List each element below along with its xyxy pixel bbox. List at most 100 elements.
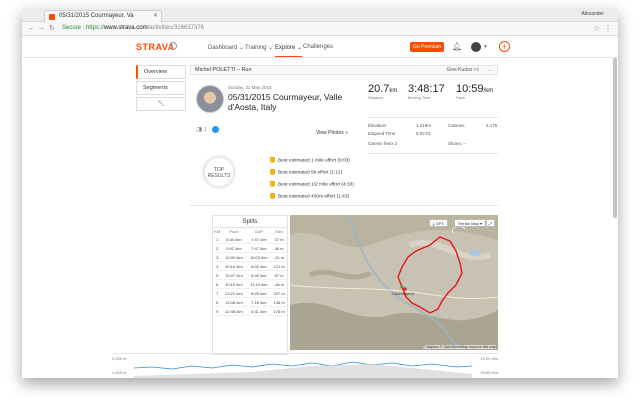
split-elev: -21 m xyxy=(271,252,287,262)
url-scheme: https:// xyxy=(85,25,104,31)
title-bar: 05/31/2015 Courmayeur, Va ✕ Alexander xyxy=(22,8,618,22)
map-canvas xyxy=(290,215,498,350)
activity-title: 05/31/2015 Courmayeur, Valle d'Aosta, It… xyxy=(228,92,343,112)
nav-explore[interactable]: Explore ⌄ xyxy=(275,44,303,57)
more-actions-icon[interactable]: … xyxy=(487,67,493,73)
table-row[interactable]: 5 10:07 /km 8:49 /km 87 m xyxy=(213,270,287,280)
route-map[interactable]: ⤓ GPX Terrain Map ▾ ⤢ Courmayeur © Mapbo… xyxy=(290,215,498,350)
user-avatar[interactable] xyxy=(471,42,481,52)
elevation-plot xyxy=(133,361,473,378)
give-kudos-button[interactable]: Give Kudos 👍︎ xyxy=(446,67,479,73)
pace-y-bottom-label: 20:00 /km xyxy=(480,370,498,375)
page-scrollbar[interactable] xyxy=(613,58,617,218)
distance-unit: km xyxy=(389,88,398,94)
view-photos-link[interactable]: View Photos » xyxy=(316,130,348,136)
back-icon[interactable]: ← xyxy=(28,25,35,32)
browser-user[interactable]: Alexander xyxy=(581,11,604,17)
pace-value: 10:59 xyxy=(456,83,484,95)
table-row[interactable]: 8 13:08 /km 7:18 /km 138 m xyxy=(213,297,287,307)
result-item[interactable]: Best estimated 1/2 mile effort (4:33) xyxy=(270,181,354,187)
table-row[interactable]: 9 12:48 /km 6:31 /km 178 m xyxy=(213,306,287,316)
split-pace: 10:00 /km xyxy=(221,252,247,262)
split-gap: 10:03 /km xyxy=(246,252,272,262)
url-field[interactable]: Secure | https://www.strava.com/activiti… xyxy=(62,25,204,31)
table-row[interactable]: 1 8:44 /km 7:47 /km 37 m xyxy=(213,235,287,244)
split-pace: 10:15 /km xyxy=(221,279,247,289)
split-gap: 7:47 /km xyxy=(246,235,272,244)
wrench-icon[interactable]: 🔧︎ xyxy=(136,97,186,111)
split-gap: 7:47 /km xyxy=(246,243,272,253)
notifications-bell-icon[interactable]: 🔔︎ xyxy=(452,42,463,51)
split-elev: 121 m xyxy=(271,261,287,271)
medal-icon xyxy=(270,157,275,163)
map-type-dropdown[interactable]: Terrain Map ▾ xyxy=(453,219,486,227)
elevation-value: 1,216m xyxy=(416,123,432,128)
close-tab-icon[interactable]: ✕ xyxy=(152,13,158,19)
split-km: 2 xyxy=(213,243,222,253)
table-row[interactable]: 4 10:16 /km 8:02 /km 121 m xyxy=(213,261,287,271)
result-item[interactable]: Best estimated 1 mile effort (9:03) xyxy=(270,157,350,163)
nav-training-label: Training xyxy=(245,45,267,51)
split-pace: 10:07 /km xyxy=(221,270,247,280)
splits-title: Splits xyxy=(213,216,287,228)
browser-tab[interactable]: 05/31/2015 Courmayeur, Va ✕ xyxy=(44,10,162,22)
gpx-icon: ⤓ xyxy=(432,221,435,226)
split-pace: 10:16 /km xyxy=(221,261,247,271)
split-elev: 37 m xyxy=(271,235,287,244)
url-path: /activities/316637376 xyxy=(147,25,204,31)
map-credit[interactable]: © Mapbox © OpenStreetMap Improve this ma… xyxy=(422,345,496,349)
split-gap: 11:15 /km xyxy=(246,279,272,289)
sidebar-item-overview[interactable]: Overview xyxy=(136,65,186,79)
bookmark-star-icon[interactable]: ☆ xyxy=(592,24,600,33)
pace-y-top-label: 10:00 /km xyxy=(480,356,498,361)
split-pace: 8:44 /km xyxy=(221,235,247,244)
activity-header: Michel POLETTI – Run Give Kudos 👍︎ … xyxy=(190,65,498,75)
sidebar-item-segments[interactable]: Segments xyxy=(136,81,186,95)
table-row[interactable]: 6 10:15 /km 11:15 /km -46 m xyxy=(213,279,287,289)
nav-challenges[interactable]: Challenges xyxy=(303,44,333,50)
map-type-label: Terrain Map xyxy=(457,221,479,226)
map-town-label: Courmayeur xyxy=(392,291,415,296)
reload-icon[interactable]: ↻ xyxy=(49,25,55,32)
nav-explore-label: Explore xyxy=(275,45,296,51)
go-premium-button[interactable]: Go Premium xyxy=(410,42,444,52)
top-results-label-2: RESULTS xyxy=(207,173,231,179)
activity-sidebar: Overview Segments 🔧︎ xyxy=(136,65,186,113)
medal-icon xyxy=(270,181,275,187)
nav-training[interactable]: Training ⌄ xyxy=(245,45,274,51)
search-icon[interactable] xyxy=(169,42,177,50)
table-row[interactable]: 7 13:22 /km 8:29 /km 207 m xyxy=(213,288,287,298)
pace-unit: /km xyxy=(483,88,494,94)
result-item[interactable]: Best estimated 5k effort (1:12) xyxy=(270,169,342,175)
kudos-count[interactable]: 👥︎ 1 xyxy=(196,127,207,133)
split-elev: 46 m xyxy=(271,243,287,253)
site-header: STRAVA Dashboard ⌄ Training ⌄ Explore ⌄ … xyxy=(22,36,618,58)
nav-dashboard[interactable]: Dashboard ⌄ xyxy=(208,45,245,51)
activity-date: Sunday, 31 May 2015 xyxy=(228,85,272,90)
browser-window: 05/31/2015 Courmayeur, Va ✕ Alexander ← … xyxy=(22,8,618,378)
stat-pace: 10:59/km Pace xyxy=(456,83,493,100)
strava-logo[interactable]: STRAVA xyxy=(136,42,175,52)
table-row[interactable]: 2 9:02 /km 7:47 /km 46 m xyxy=(213,243,287,253)
moving-time-label: Moving Time xyxy=(408,95,431,100)
splits-col-elev: Elev xyxy=(275,229,283,234)
gpx-button[interactable]: ⤓ GPX xyxy=(428,219,448,227)
result-text: Best estimated 1 mile effort (9:03) xyxy=(278,158,350,164)
splits-col-km: KM xyxy=(214,229,221,234)
split-gap: 7:18 /km xyxy=(246,297,272,307)
fullscreen-icon[interactable]: ⤢ xyxy=(485,219,495,227)
table-row[interactable]: 3 10:00 /km 10:03 /km -21 m xyxy=(213,252,287,262)
nav-challenges-label: Challenges xyxy=(303,44,334,50)
elevation-chart[interactable]: 2,000 m 1,000 m 10:00 /km 20:00 /km xyxy=(112,353,498,378)
athlete-avatar[interactable] xyxy=(196,85,224,113)
result-item[interactable]: Best estimated 400m effort (1:43) xyxy=(270,193,349,199)
distance-value: 20.7 xyxy=(368,83,390,95)
chevron-down-icon[interactable]: ▼ xyxy=(483,44,488,50)
split-km: 4 xyxy=(213,261,222,271)
medal-icon xyxy=(270,193,275,199)
browser-menu-icon[interactable]: ⋮ xyxy=(604,24,612,33)
upload-plus-icon[interactable]: + xyxy=(499,41,510,52)
url-host: www.strava.com xyxy=(103,25,148,31)
forward-icon[interactable]: → xyxy=(38,25,45,32)
